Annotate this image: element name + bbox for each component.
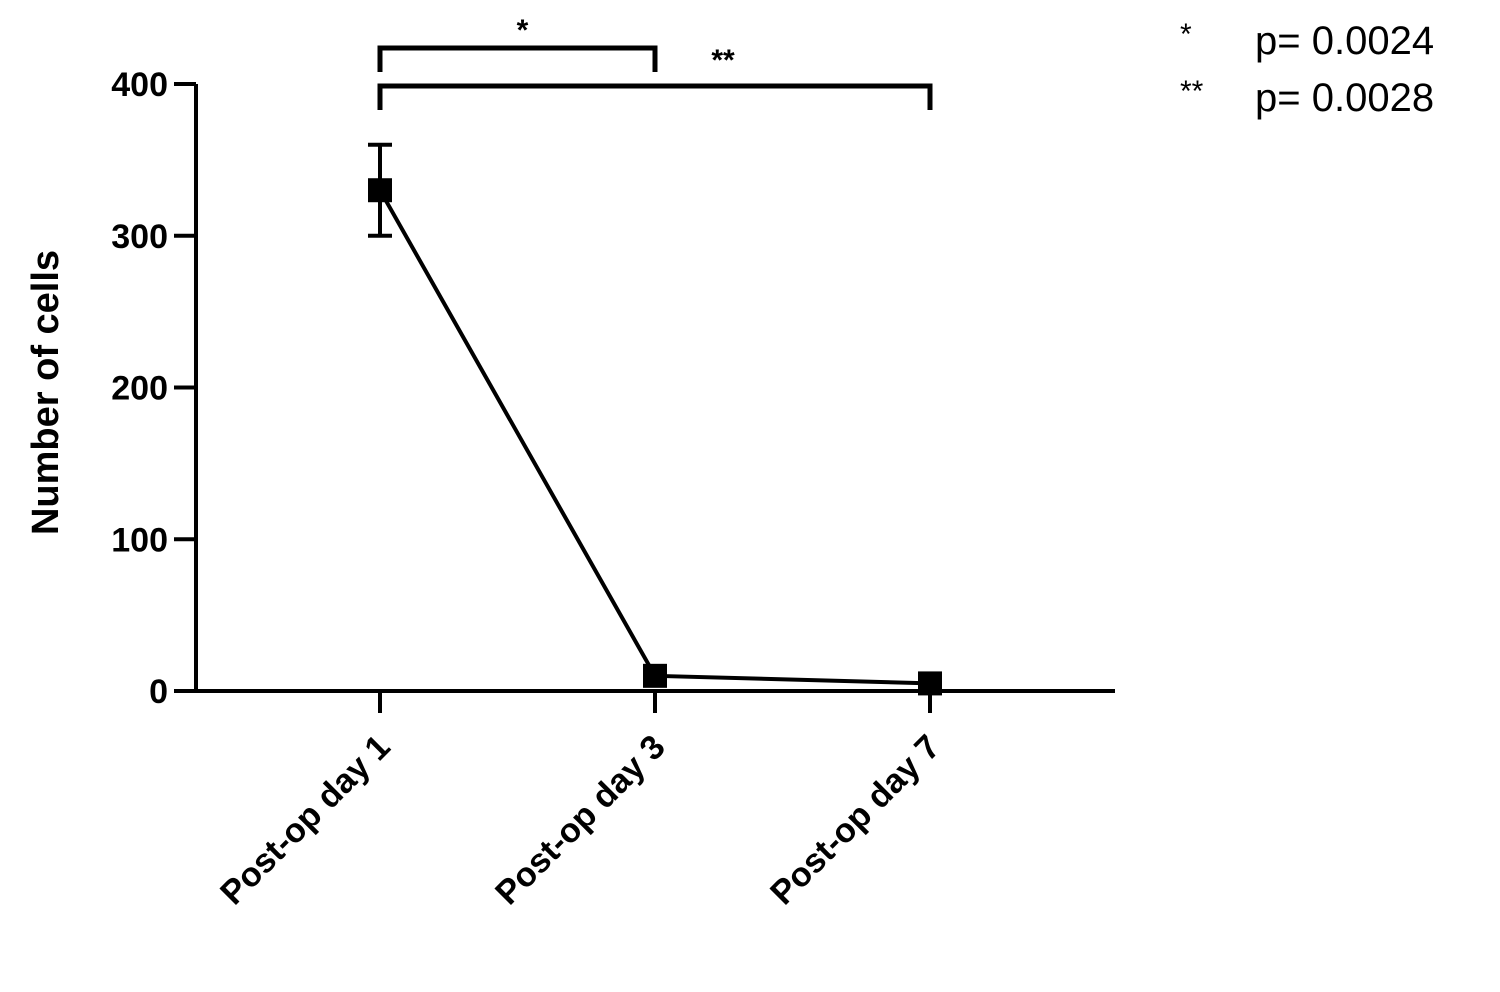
legend-text: p= 0.0024	[1255, 19, 1434, 63]
significance-bracket	[377, 45, 658, 72]
x-tick-label: Post-op day 1	[213, 728, 398, 913]
x-tick-label: Post-op day 3	[488, 728, 673, 913]
legend-marker: **	[1180, 75, 1204, 108]
y-tick-label: 400	[111, 66, 168, 104]
data-point	[643, 663, 667, 688]
y-tick-label: 200	[111, 370, 168, 408]
data-point	[918, 671, 942, 696]
y-tick-label: 100	[111, 521, 168, 559]
legend-text: p= 0.0028	[1255, 76, 1434, 120]
significance-bracket	[377, 83, 933, 110]
data-point	[368, 178, 392, 203]
y-axis-title: Number of cells	[25, 250, 67, 535]
significance-marker: *	[517, 14, 529, 47]
x-tick-label: Post-op day 7	[763, 728, 948, 913]
y-tick-label: 300	[111, 218, 168, 256]
y-tick-label: 0	[149, 673, 168, 711]
legend-marker: *	[1180, 18, 1192, 51]
series-line	[378, 189, 931, 686]
significance-marker: **	[711, 44, 735, 77]
